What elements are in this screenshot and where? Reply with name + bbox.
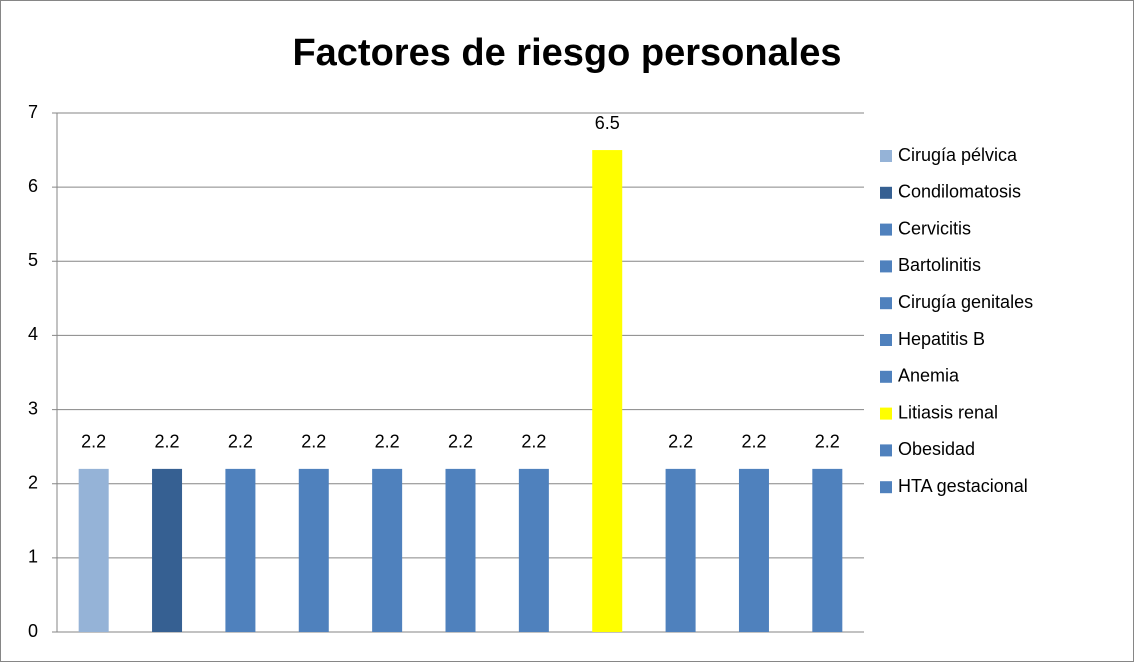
legend-label: Litiasis renal (898, 402, 998, 422)
data-label: 6.5 (595, 113, 620, 133)
legend-label: Obesidad (898, 439, 975, 459)
data-label: 2.2 (228, 432, 253, 452)
legend-swatch (880, 297, 892, 310)
data-label: 2.2 (301, 432, 326, 452)
data-label: 2.2 (741, 432, 766, 452)
bar (152, 468, 183, 632)
y-tick-label: 4 (28, 324, 38, 344)
legend-label: Condilomatosis (898, 182, 1021, 202)
legend-label: Cervicitis (898, 218, 971, 238)
data-label: 2.2 (81, 432, 106, 452)
y-tick-label: 6 (28, 176, 38, 196)
legend-swatch (880, 444, 892, 457)
legend-swatch (880, 334, 892, 346)
bar (372, 468, 403, 632)
chart-title: Factores de riesgo personales (292, 32, 841, 74)
legend-swatch (880, 223, 892, 236)
bar (738, 468, 769, 632)
y-tick-label: 3 (28, 398, 38, 418)
legend-label: HTA gestacional (898, 476, 1028, 496)
legend-label: Anemia (898, 366, 960, 386)
legend-swatch (880, 186, 892, 199)
bar (445, 468, 476, 632)
bar (812, 468, 843, 632)
data-label: 2.2 (521, 432, 546, 452)
data-label: 2.2 (668, 432, 693, 452)
y-tick-label: 5 (28, 250, 38, 270)
legend-swatch (880, 260, 892, 273)
legend-swatch (880, 150, 892, 162)
y-tick-label: 0 (28, 621, 38, 641)
legend-label: Hepatitis B (898, 329, 985, 349)
bar (78, 468, 109, 632)
legend-label: Bartolinitis (898, 255, 981, 275)
bar (665, 468, 696, 632)
legend-label: Cirugía pélvica (898, 145, 1018, 165)
bar (298, 468, 329, 632)
data-label: 2.2 (155, 432, 180, 452)
data-label: 2.2 (448, 432, 473, 452)
data-label: 2.2 (375, 432, 400, 452)
bar (518, 468, 549, 632)
y-tick-label: 1 (28, 547, 38, 567)
data-label: 2.2 (815, 432, 840, 452)
bar (225, 468, 256, 632)
legend-swatch (880, 407, 892, 420)
y-tick-label: 2 (28, 472, 38, 492)
bar (592, 150, 623, 633)
y-tick-label: 7 (28, 102, 38, 122)
legend-swatch (880, 481, 892, 494)
legend-label: Cirugía genitales (898, 292, 1033, 312)
legend-swatch (880, 370, 892, 383)
